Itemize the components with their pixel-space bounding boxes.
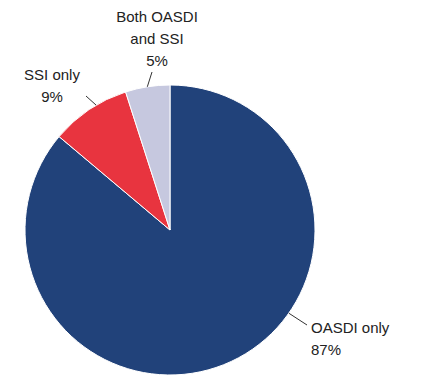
svg-text:Both OASDIand SSI5%: Both OASDIand SSI5% <box>116 8 198 69</box>
svg-text:SSI only9%: SSI only9% <box>24 66 80 105</box>
svg-text:OASDI only87%: OASDI only87% <box>311 319 390 358</box>
